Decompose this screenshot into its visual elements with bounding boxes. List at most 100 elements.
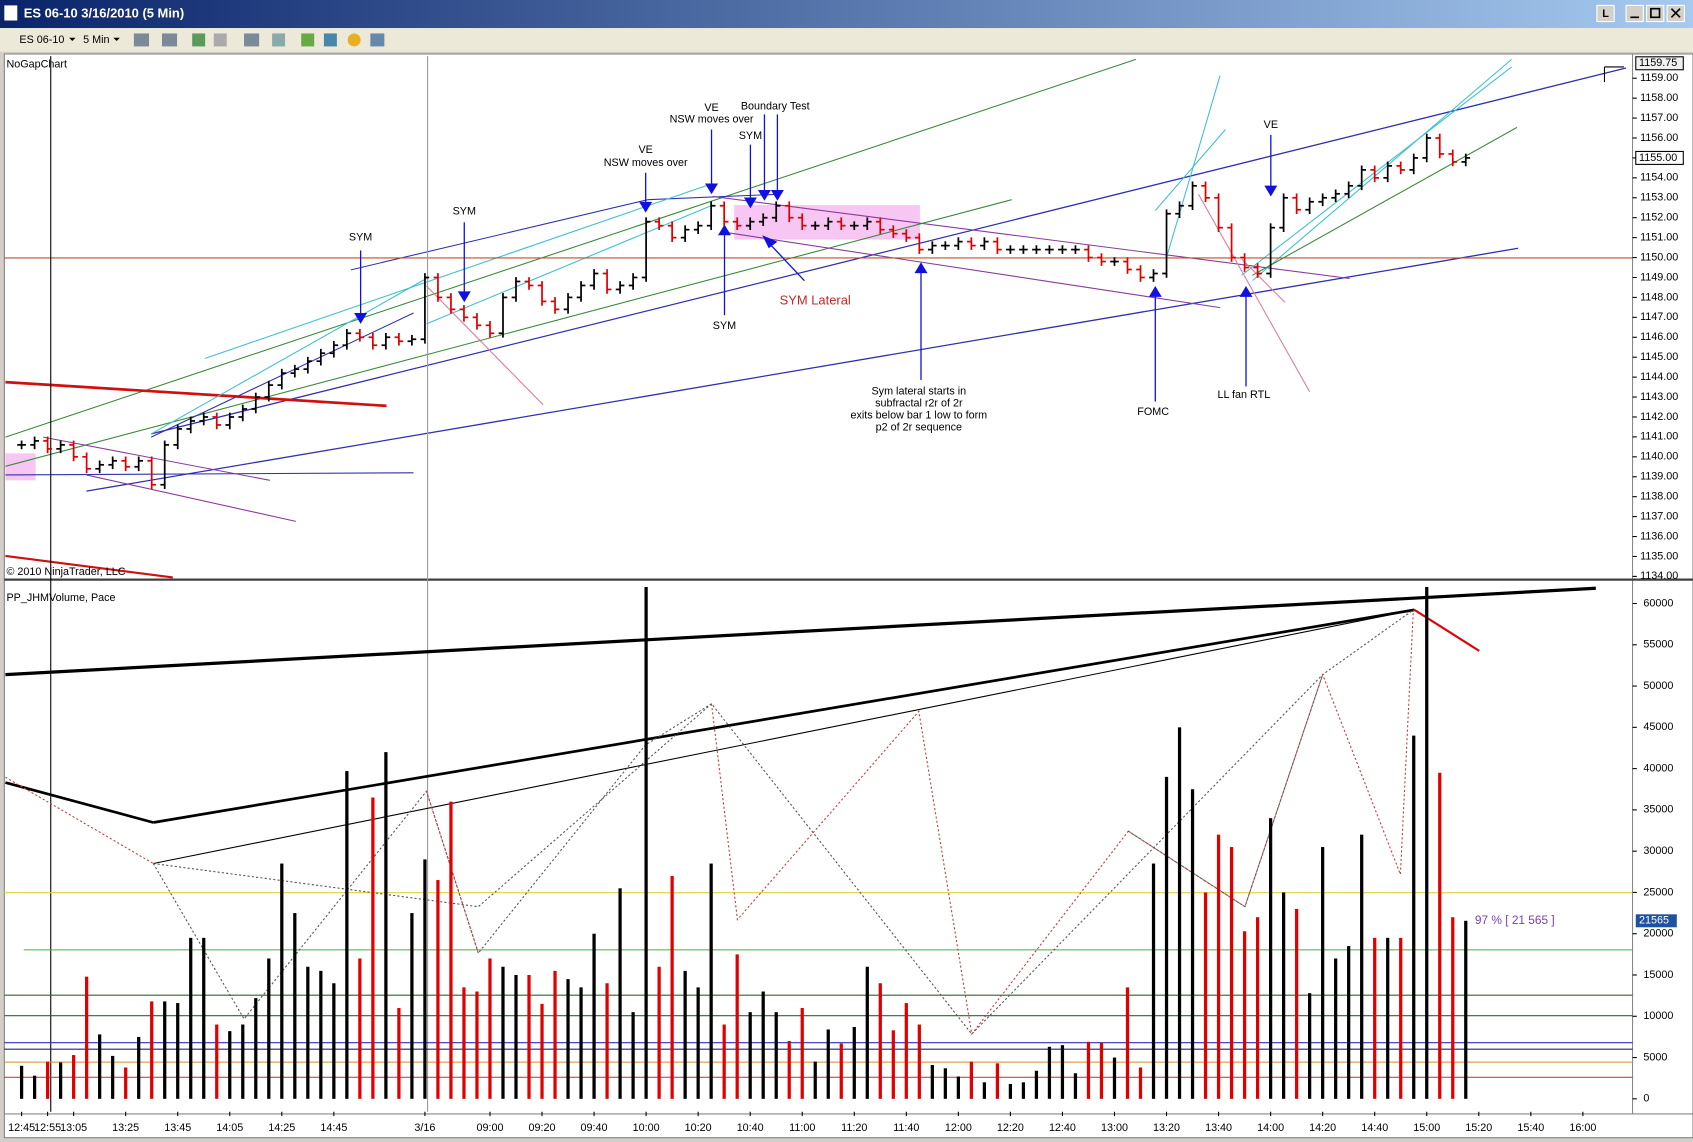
volume-bar (85, 976, 89, 1099)
x-tick-label: 09:20 (529, 1122, 556, 1134)
volume-bar (1425, 587, 1429, 1099)
volume-bar (865, 966, 869, 1099)
price-bar (849, 221, 859, 230)
x-tick-label: 09:40 (581, 1122, 608, 1134)
mode-button-label[interactable]: L (1602, 8, 1609, 20)
price-bar (589, 269, 599, 290)
price-bar (381, 332, 391, 350)
volume-bar (982, 1082, 986, 1099)
annotation: NSW moves over (670, 114, 754, 126)
price-bar (342, 328, 352, 350)
y-tick-label: 1151.00 (1640, 231, 1678, 243)
volume-bar (397, 1008, 401, 1099)
arrow-head (457, 291, 471, 303)
volume-bar (254, 998, 258, 1099)
price-bar (1175, 201, 1184, 219)
window-title: ES 06-10 3/16/2010 (5 Min) (24, 5, 184, 20)
annotation: VE (1264, 119, 1278, 131)
price-bar (810, 221, 820, 230)
volume-bar (1242, 931, 1247, 1099)
y-tick-label: 55000 (1643, 639, 1673, 651)
x-tick-label: 10:40 (737, 1122, 764, 1134)
price-bar (680, 225, 690, 242)
volume-bar (592, 933, 596, 1099)
volume-bar (163, 1001, 167, 1099)
price-bar (225, 412, 235, 430)
volume-bar (917, 1024, 921, 1099)
x-tick-label: 14:25 (268, 1122, 295, 1134)
price-bar (1227, 223, 1236, 262)
volume-bar (98, 1034, 102, 1099)
volume-bar (1021, 1082, 1026, 1099)
arrow-head (1148, 286, 1162, 297)
volume-panel-label: PP_JHMVolume, Pace (6, 592, 115, 604)
price-bar (641, 217, 651, 282)
x-tick-label: 14:00 (1257, 1122, 1284, 1134)
trend-line (426, 285, 544, 406)
x-tick-label: 12:20 (997, 1122, 1024, 1134)
volume-bar (280, 863, 284, 1099)
annotation: NSW moves over (604, 157, 688, 169)
volume-bar (696, 987, 700, 1099)
minimize-button[interactable] (1625, 4, 1644, 23)
x-tick-label: 10:20 (685, 1122, 712, 1134)
y-tick-label: 5000 (1643, 1051, 1667, 1063)
zigzag-line (1128, 674, 1324, 908)
volume-bar (345, 771, 349, 1099)
trend-line (153, 609, 1415, 865)
volume-bar (1308, 993, 1312, 1099)
volume-bar (319, 970, 323, 1099)
price-bar (238, 404, 248, 422)
volume-bar (1386, 937, 1390, 1099)
y-tick-label: 30000 (1643, 845, 1673, 857)
volume-bar (1086, 1041, 1091, 1099)
price-bar (732, 217, 742, 230)
price-bar (667, 221, 677, 242)
interval-selector[interactable]: 5 Min (83, 34, 109, 46)
y-tick-label: 40000 (1643, 762, 1673, 774)
volume-bar (137, 1036, 141, 1099)
trend-line (5, 554, 173, 579)
volume-bar (501, 966, 505, 1099)
price-bar (1253, 263, 1262, 278)
volume-bar (332, 983, 336, 1099)
zigzag-line (5, 776, 154, 864)
trend-line (204, 182, 713, 359)
annotation: VE (638, 144, 652, 156)
annotations: SYM SYM VE NSW moves over VE NSW moves o… (349, 101, 1278, 434)
volume-bar (189, 937, 193, 1099)
x-tick-label: 11:00 (789, 1122, 815, 1134)
volume-bar (150, 1001, 154, 1099)
price-panel-label: NoGapChart (6, 59, 67, 71)
price-bar (1214, 193, 1223, 232)
price-bar (1461, 153, 1471, 167)
price-bar (563, 293, 573, 314)
annotation: SYM (739, 130, 762, 142)
volume-bar (748, 1012, 752, 1099)
volume-bar (709, 863, 713, 1099)
y-tick-label: 1147.00 (1640, 311, 1678, 323)
price-marker (1635, 150, 1684, 165)
y-tick-label: 1142.00 (1640, 411, 1678, 423)
instrument-selector[interactable]: ES 06-10 (19, 34, 64, 46)
trend-line (1241, 258, 1286, 303)
price-bar (615, 281, 625, 294)
y-tick-label: 1158.00 (1640, 92, 1678, 104)
trend-line (1241, 66, 1512, 276)
trend-line (5, 472, 414, 476)
mode-button[interactable] (1596, 4, 1615, 23)
arrow-head (762, 235, 778, 249)
volume-bar (891, 1030, 895, 1099)
trend-line (150, 278, 427, 435)
x-tick-label: 13:45 (164, 1122, 191, 1134)
price-bar (1162, 209, 1171, 278)
arrow-head (914, 262, 928, 274)
y-tick-label: 1138.00 (1640, 491, 1678, 503)
volume-bar (19, 1065, 24, 1099)
volume-bar (787, 1041, 791, 1099)
annotation: SYM Lateral (780, 293, 851, 308)
price-bar (368, 332, 378, 350)
price-bar (1266, 223, 1275, 278)
price-bar (1045, 245, 1054, 254)
arrow-head (770, 189, 784, 201)
